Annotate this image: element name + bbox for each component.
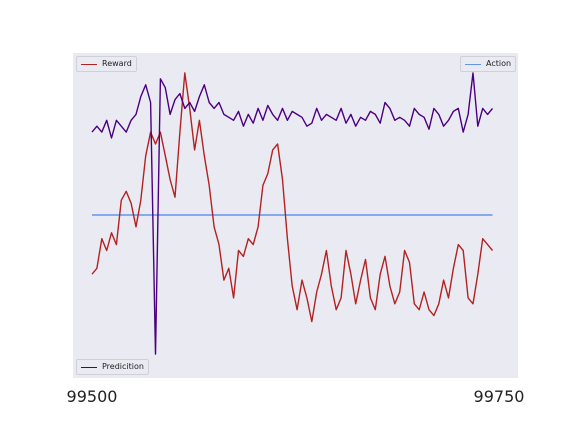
legend-action-label: Action: [486, 59, 512, 68]
x-tick-label: 99750: [474, 387, 525, 406]
x-axis-ticks: 99500 99750: [67, 387, 525, 406]
legend-reward: Reward: [76, 56, 137, 72]
legend-predicition: Predicition: [76, 359, 149, 375]
legend-predicition-label: Predicition: [102, 362, 144, 371]
legend-reward-label: Reward: [102, 59, 132, 68]
series-line-predicition: [91, 72, 494, 355]
legend-predicition-swatch: [81, 366, 97, 368]
series-layer: [91, 72, 494, 355]
legend-action: Action: [460, 56, 517, 72]
legend-action-swatch: [465, 63, 481, 65]
x-tick-label: 99500: [67, 387, 118, 406]
legend-reward-swatch: [81, 63, 97, 65]
